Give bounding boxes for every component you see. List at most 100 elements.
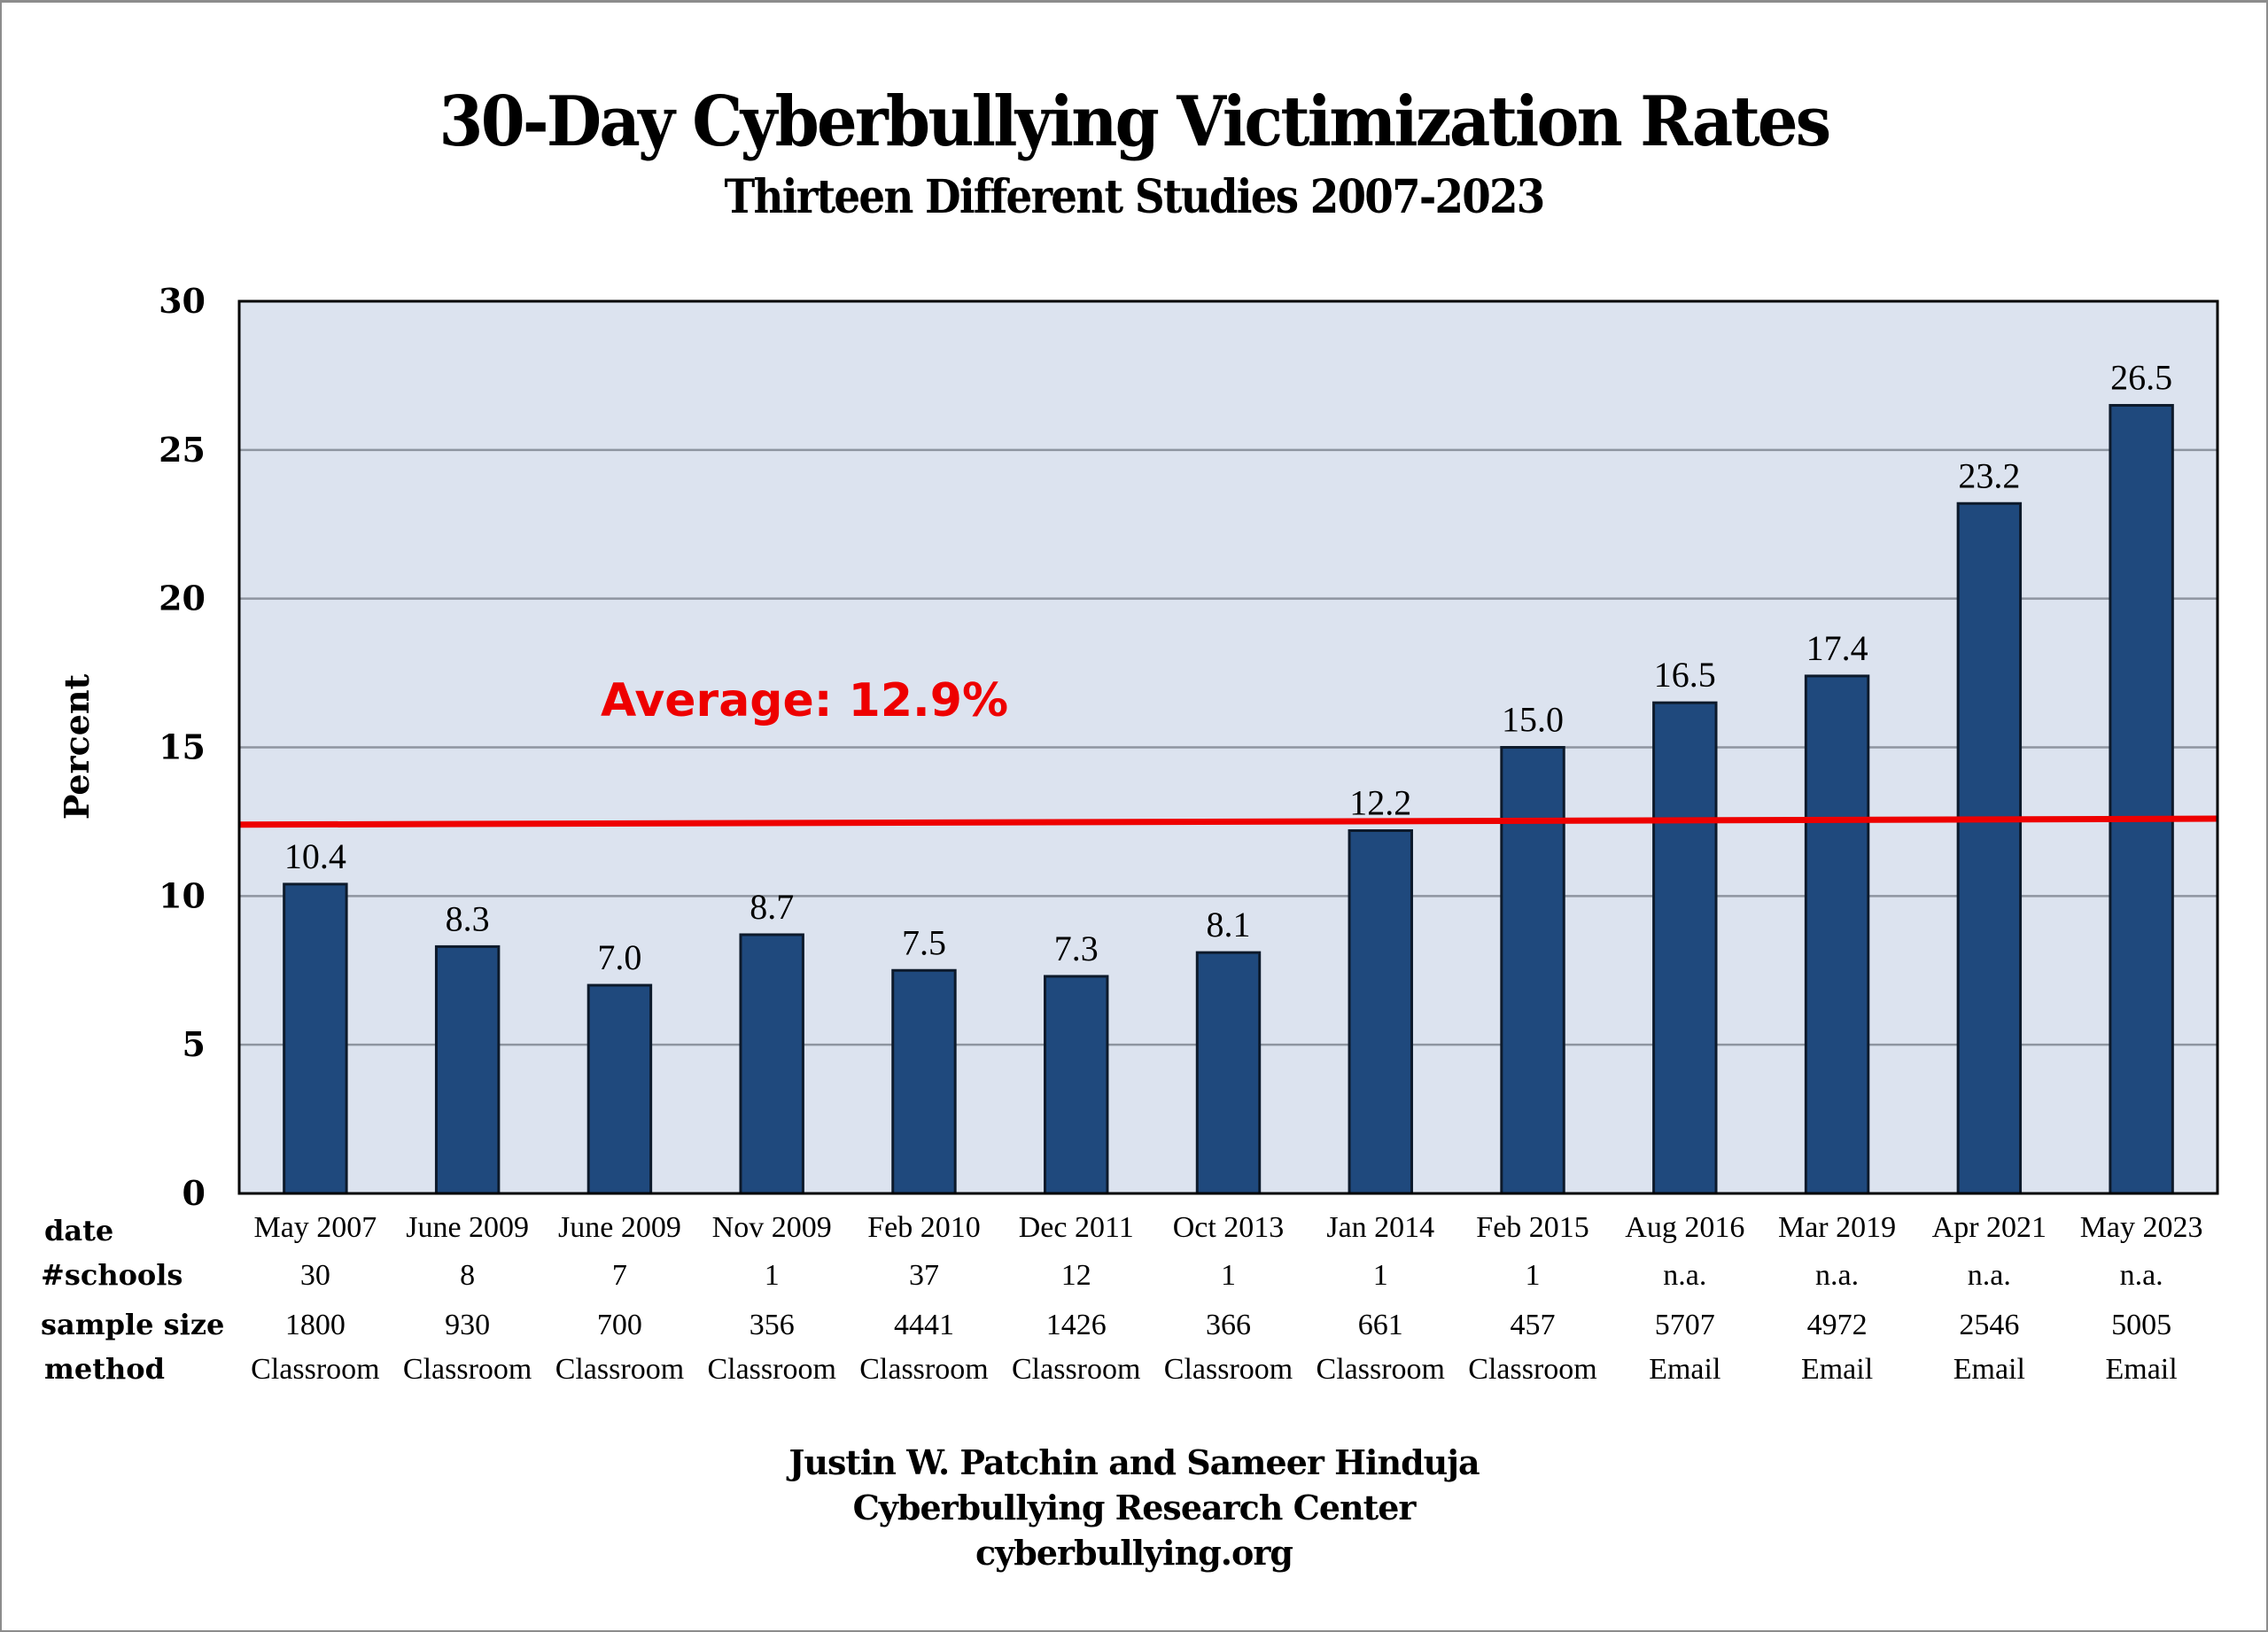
bar bbox=[1804, 674, 1870, 1195]
schools-cell: 7 bbox=[612, 1259, 627, 1292]
method-cell: Classroom bbox=[1012, 1353, 1140, 1386]
value-label: 7.3 bbox=[1054, 929, 1099, 968]
sample-size-cell: 356 bbox=[750, 1309, 795, 1341]
date-cell: June 2009 bbox=[558, 1211, 681, 1244]
date-cell: May 2023 bbox=[2080, 1211, 2203, 1244]
sample-size-cell: 4972 bbox=[1807, 1309, 1868, 1341]
sample-size-cell: 5707 bbox=[1655, 1309, 1715, 1341]
schools-cell: 37 bbox=[909, 1259, 939, 1292]
method-cell: Classroom bbox=[859, 1353, 988, 1386]
date-cell: Jan 2014 bbox=[1326, 1211, 1434, 1244]
bar bbox=[739, 933, 804, 1195]
sample-size-cell: 930 bbox=[445, 1309, 490, 1341]
y-tick-label: 20 bbox=[159, 579, 206, 618]
schools-cell: 1 bbox=[765, 1259, 780, 1292]
sample-size-cell: 1800 bbox=[285, 1309, 346, 1341]
schools-cell: n.a. bbox=[1663, 1259, 1706, 1292]
sample-size-cell: 5005 bbox=[2111, 1309, 2171, 1341]
schools-cell: 12 bbox=[1061, 1259, 1091, 1292]
row-header-date: date bbox=[44, 1214, 113, 1247]
row-header-samplesize: sample size bbox=[41, 1308, 224, 1341]
bar bbox=[1652, 701, 1718, 1195]
date-cell: Mar 2019 bbox=[1778, 1211, 1896, 1244]
y-axis: 0 5 10 15 20 25 30 Percent bbox=[57, 281, 206, 1213]
bar bbox=[1348, 828, 1413, 1195]
date-cell: Dec 2011 bbox=[1019, 1211, 1134, 1244]
value-label: 17.4 bbox=[1806, 628, 1868, 668]
date-cell: Oct 2013 bbox=[1173, 1211, 1285, 1244]
schools-cell: 30 bbox=[300, 1259, 330, 1292]
footer-organization: Cyberbullying Research Center bbox=[852, 1488, 1417, 1527]
method-cell: Classroom bbox=[1164, 1353, 1293, 1386]
sample-size-cell: 1426 bbox=[1046, 1309, 1107, 1341]
value-labels: 10.4 8.3 7.0 8.7 7.5 7.3 8.1 12.2 15.0 16.5 17.4 23… bbox=[284, 357, 2172, 977]
method-cell: Email bbox=[1649, 1353, 1720, 1386]
sample-size-cell: 700 bbox=[597, 1309, 642, 1341]
value-label: 10.4 bbox=[284, 836, 346, 876]
schools-cell: n.a. bbox=[1815, 1259, 1859, 1292]
y-tick-label: 15 bbox=[159, 727, 206, 767]
bar bbox=[586, 983, 653, 1195]
sample-size-cell: 4441 bbox=[894, 1309, 954, 1341]
bar bbox=[434, 944, 501, 1195]
sample-size-cell: 661 bbox=[1358, 1309, 1403, 1341]
schools-cell: n.a. bbox=[2120, 1259, 2163, 1292]
row-header-schools: #schools bbox=[41, 1258, 183, 1292]
value-label: 8.1 bbox=[1207, 905, 1251, 944]
schools-cell: 1 bbox=[1526, 1259, 1541, 1292]
schools-cell: 8 bbox=[460, 1259, 475, 1292]
y-tick-label: 30 bbox=[159, 281, 206, 321]
method-cell: Classroom bbox=[251, 1353, 379, 1386]
plot-border bbox=[237, 299, 2219, 1195]
data-table: date #schools sample size method May 2007 30 1… bbox=[41, 1211, 2203, 1386]
sample-size-cell: 2546 bbox=[1959, 1309, 2019, 1341]
bar bbox=[283, 882, 348, 1195]
value-label: 8.7 bbox=[750, 887, 794, 927]
date-cell: June 2009 bbox=[406, 1211, 529, 1244]
method-cell: Classroom bbox=[1468, 1353, 1596, 1386]
bar bbox=[1195, 951, 1262, 1195]
schools-cell: 1 bbox=[1373, 1259, 1388, 1292]
chart-title: 30-Day Cyberbullying Victimization Rates bbox=[439, 82, 1832, 162]
date-cell: Feb 2015 bbox=[1476, 1211, 1589, 1244]
average-line-group: Average: 12.9% bbox=[238, 674, 2218, 828]
bar bbox=[1044, 975, 1109, 1195]
bar bbox=[1956, 501, 2023, 1195]
value-label: 7.5 bbox=[902, 922, 946, 962]
date-cell: May 2007 bbox=[253, 1211, 377, 1244]
value-label: 8.3 bbox=[446, 898, 490, 938]
method-cell: Email bbox=[1953, 1353, 2025, 1386]
y-tick-label: 25 bbox=[159, 430, 206, 470]
row-header-method: method bbox=[44, 1352, 165, 1386]
average-label: Average: 12.9% bbox=[601, 674, 1008, 727]
value-label: 23.2 bbox=[1958, 455, 2020, 495]
value-label: 7.0 bbox=[597, 937, 641, 977]
method-cell: Email bbox=[1801, 1353, 1873, 1386]
value-label: 26.5 bbox=[2110, 357, 2172, 397]
sample-size-cell: 457 bbox=[1511, 1309, 1556, 1341]
y-axis-title: Percent bbox=[57, 673, 97, 820]
date-cell: Apr 2021 bbox=[1932, 1211, 2047, 1244]
footer-website: cyberbullying.org bbox=[975, 1533, 1293, 1573]
method-cell: Email bbox=[2106, 1353, 2178, 1386]
value-label: 12.2 bbox=[1349, 782, 1411, 822]
chart-subtitle: Thirteen Different Studies 2007-2023 bbox=[724, 170, 1545, 224]
y-tick-label: 10 bbox=[159, 875, 206, 915]
method-cell: Classroom bbox=[403, 1353, 532, 1386]
method-cell: Classroom bbox=[1317, 1353, 1445, 1386]
bar bbox=[2109, 403, 2174, 1195]
method-cell: Classroom bbox=[707, 1353, 835, 1386]
bar bbox=[1500, 746, 1565, 1195]
sample-size-cell: 366 bbox=[1206, 1309, 1251, 1341]
schools-cell: n.a. bbox=[1968, 1259, 2011, 1292]
bar bbox=[891, 968, 957, 1195]
value-label: 15.0 bbox=[1502, 700, 1564, 740]
footer-authors: Justin W. Patchin and Sameer Hinduja bbox=[788, 1442, 1480, 1482]
average-line bbox=[238, 815, 2218, 828]
schools-cell: 1 bbox=[1221, 1259, 1236, 1292]
y-tick-label: 5 bbox=[183, 1024, 206, 1064]
date-cell: Nov 2009 bbox=[712, 1211, 832, 1244]
method-cell: Classroom bbox=[555, 1353, 684, 1386]
date-cell: Feb 2010 bbox=[867, 1211, 981, 1244]
